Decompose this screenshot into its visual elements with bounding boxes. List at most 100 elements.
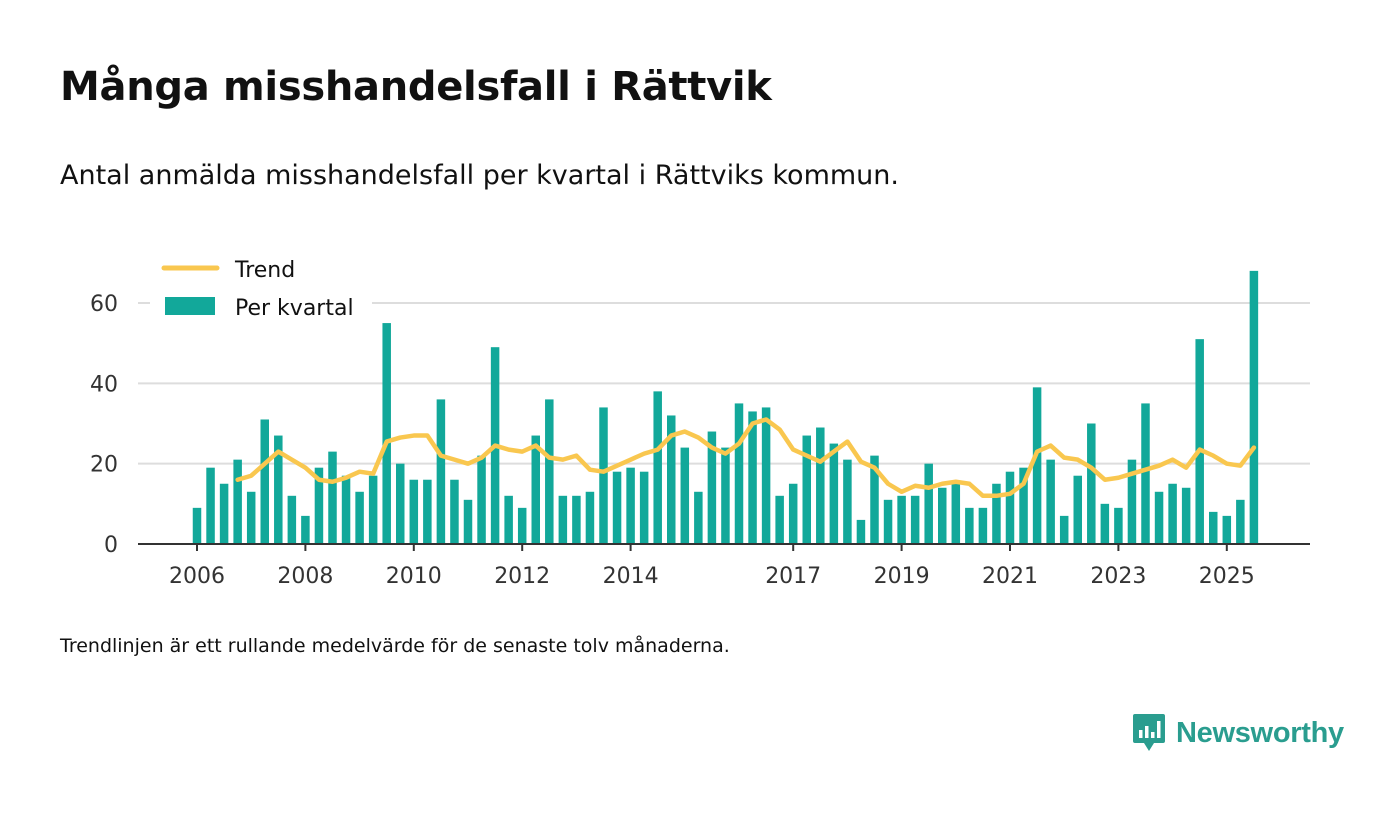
x-tick-label: 2023	[1090, 564, 1146, 589]
bar	[1181, 487, 1191, 544]
bar	[1073, 475, 1082, 544]
bar	[965, 507, 974, 544]
x-tick-label: 2025	[1199, 564, 1255, 589]
bar	[517, 507, 527, 544]
legend-label-trend: Trend	[234, 258, 295, 283]
bar	[802, 435, 811, 544]
bar	[1195, 339, 1204, 544]
bar	[748, 411, 757, 544]
legend-label-per-kvartal: Per kvartal	[235, 296, 354, 321]
legend-swatch-per-kvartal	[165, 297, 215, 315]
bar	[1100, 503, 1110, 544]
bar	[287, 495, 297, 544]
x-tick-label: 2008	[277, 564, 333, 589]
bar	[1222, 515, 1232, 544]
bar	[843, 459, 852, 544]
bar	[694, 491, 703, 544]
bar	[301, 515, 310, 544]
bar	[246, 491, 256, 544]
axes: 0 20 40 60 2006 2008 2010 2012 2014 2017 2019 2021 2…	[90, 292, 1310, 589]
bar	[1249, 270, 1259, 544]
bar	[856, 519, 866, 544]
bar	[1032, 387, 1042, 544]
bar	[721, 447, 730, 544]
y-tick-label: 0	[104, 533, 118, 558]
legend: Trend Per kvartal	[150, 250, 372, 326]
x-tick-label: 2021	[982, 564, 1038, 589]
bar	[653, 391, 662, 544]
bar	[436, 399, 446, 544]
bar	[883, 499, 893, 544]
bar	[206, 467, 215, 544]
bar	[1168, 483, 1177, 544]
bar	[585, 491, 595, 544]
x-tick-label: 2006	[169, 564, 225, 589]
bar	[233, 459, 242, 544]
bar	[1019, 467, 1028, 544]
y-tick-label: 60	[90, 292, 118, 317]
bar	[897, 495, 906, 544]
brand-logo: Newsworthy	[1132, 712, 1344, 754]
bar	[870, 455, 879, 544]
bar	[910, 495, 920, 544]
bar	[572, 495, 581, 544]
bar	[219, 483, 229, 544]
bar	[1059, 515, 1069, 544]
y-tick-label: 20	[90, 453, 118, 478]
trend-line	[235, 417, 1257, 499]
bar	[639, 471, 649, 544]
bar	[396, 463, 405, 544]
bar	[1087, 423, 1096, 544]
bar	[1209, 511, 1218, 544]
bar	[626, 467, 635, 544]
bar	[992, 483, 1001, 544]
bar	[761, 407, 771, 544]
y-tick-label: 40	[90, 372, 118, 397]
bar	[450, 479, 459, 544]
bar	[341, 475, 351, 544]
bar	[558, 495, 568, 544]
bar	[951, 483, 961, 544]
bar	[274, 435, 283, 544]
bar	[612, 471, 622, 544]
bar	[382, 323, 391, 544]
bar	[599, 407, 608, 544]
bar	[1141, 403, 1150, 544]
bar	[680, 447, 690, 544]
bar	[314, 467, 324, 544]
bar	[1005, 471, 1015, 544]
bar	[192, 507, 202, 544]
bar	[816, 427, 825, 544]
grid-lines	[138, 302, 1310, 465]
x-tick-label: 2017	[765, 564, 821, 589]
x-tick-label: 2010	[386, 564, 442, 589]
trend-series	[235, 417, 1257, 499]
brand-name: Newsworthy	[1176, 716, 1344, 749]
bar	[545, 399, 554, 544]
bar	[463, 499, 473, 544]
bar	[260, 419, 269, 544]
bar	[924, 463, 933, 544]
chart-title: Många misshandelsfall i Rättvik	[60, 64, 772, 110]
bar	[788, 483, 798, 544]
bar	[978, 507, 988, 544]
bar	[328, 451, 337, 544]
chart-subtitle: Antal anmälda misshandelsfall per kvarta…	[60, 160, 899, 191]
bar	[1046, 459, 1055, 544]
bar	[355, 491, 364, 544]
bar	[734, 403, 744, 544]
bar	[531, 435, 540, 544]
bar	[477, 455, 486, 544]
x-tick-label: 2012	[494, 564, 550, 589]
bar	[667, 415, 676, 544]
bar	[368, 475, 378, 544]
x-tick-label: 2019	[874, 564, 930, 589]
bar	[775, 495, 784, 544]
bar	[707, 431, 717, 544]
bar	[409, 479, 419, 544]
bar	[938, 487, 947, 544]
bar	[829, 443, 839, 544]
footnote: Trendlinjen är ett rullande medelvärde f…	[60, 635, 730, 657]
bar	[1127, 459, 1137, 544]
